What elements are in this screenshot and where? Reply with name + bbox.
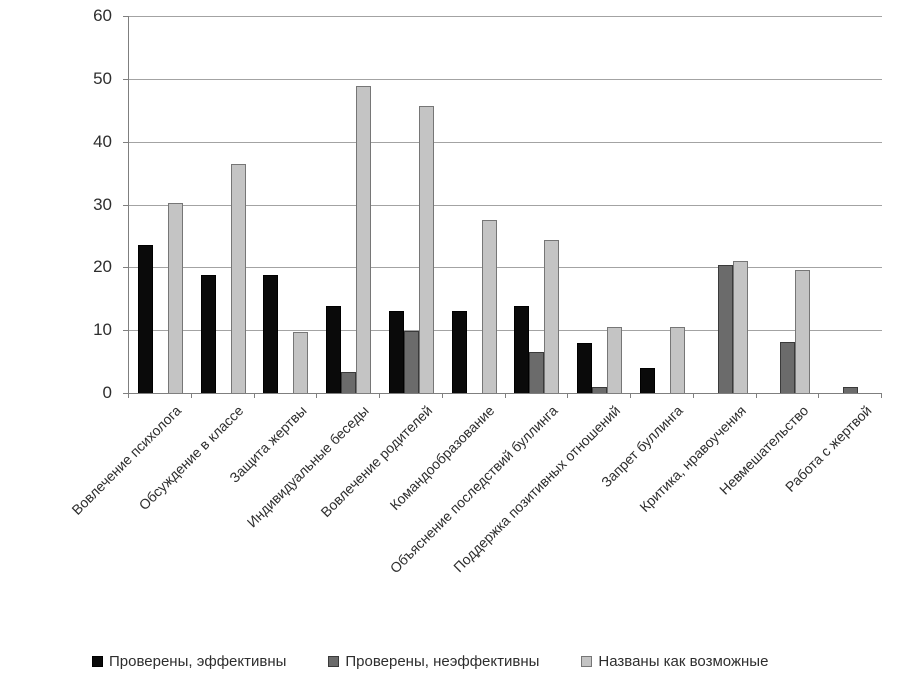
x-axis-label: Обсуждение в классе (135, 402, 247, 514)
x-axis-label: Командообразование (386, 402, 498, 514)
bar-group (380, 16, 443, 393)
gridline (129, 267, 882, 269)
bar-9 (639, 367, 655, 393)
y-axis-label: 20 (93, 257, 112, 277)
y-axis-label: 0 (102, 383, 112, 402)
bar-5 (403, 331, 419, 393)
bar-9 (669, 327, 685, 393)
legend-item: Названы как возможные (581, 653, 768, 670)
y-axis-label: 40 (93, 131, 112, 151)
gridline (129, 141, 882, 143)
x-axis-tick (128, 394, 129, 398)
bar-7 (544, 239, 560, 393)
y-axis-tick (123, 78, 128, 80)
gridline (129, 16, 882, 17)
legend-label: Проверены, неэффективны (345, 653, 540, 670)
bar-3 (263, 274, 279, 393)
bar-group (819, 16, 882, 393)
bar-10 (717, 265, 733, 393)
y-axis-tick (123, 330, 128, 332)
y-axis-label: 10 (93, 320, 112, 340)
x-axis-tick (379, 394, 380, 398)
bar-group (317, 16, 380, 393)
gridline (129, 78, 882, 80)
x-axis-tick (190, 394, 192, 398)
bar-7 (529, 352, 545, 393)
bar-group (506, 16, 569, 393)
x-axis-tick (881, 394, 882, 398)
x-axis-tick (253, 394, 255, 398)
bar-1 (167, 202, 183, 393)
y-axis-tick (123, 141, 128, 143)
x-axis-label: Критика, нравоучения (636, 402, 749, 516)
bar-5 (418, 106, 434, 393)
bar-3 (293, 332, 309, 393)
x-axis-tick (316, 394, 318, 398)
bar-8 (577, 342, 593, 393)
x-axis-tick (504, 394, 506, 398)
y-axis-label: 30 (93, 194, 112, 214)
x-axis-tick (567, 394, 569, 398)
plot-area (128, 16, 882, 394)
bar-2 (230, 163, 246, 393)
bar-12 (843, 387, 859, 393)
legend-label: Названы как возможные (598, 653, 769, 670)
y-axis-tick (123, 204, 128, 206)
bar-group (631, 16, 694, 393)
x-axis-tick (630, 394, 631, 398)
bar-group (255, 16, 318, 393)
y-axis-label: 50 (93, 68, 112, 88)
bar-group (192, 16, 255, 393)
bar-group (129, 16, 192, 393)
legend-label: Проверены, эффективны (109, 653, 287, 670)
x-axis-tick (818, 394, 820, 398)
bar-group (443, 16, 506, 393)
x-axis-tick (755, 394, 757, 398)
bar-7 (514, 306, 530, 393)
bar-4 (356, 85, 372, 393)
bar-4 (326, 305, 342, 393)
gridline (129, 204, 882, 206)
x-axis-tick (441, 394, 443, 398)
bar-5 (388, 311, 404, 393)
legend-item: Проверены, неэффективны (328, 653, 539, 670)
y-axis-tick (123, 267, 128, 269)
legend: Проверены, эффективны Проверены, неэффект… (92, 653, 768, 670)
gridline (129, 330, 882, 332)
legend-swatch-icon (92, 656, 103, 667)
bar-8 (592, 387, 608, 393)
bar-10 (732, 261, 748, 393)
bar-group (694, 16, 757, 393)
bar-1 (137, 244, 153, 393)
bar-6 (451, 311, 467, 393)
bar-8 (607, 327, 623, 393)
bar-11 (795, 270, 811, 393)
legend-swatch-icon (328, 656, 340, 667)
bar-11 (780, 342, 796, 393)
bar-2 (200, 274, 216, 393)
x-axis-label: Вовлечение родителей (317, 402, 435, 521)
y-axis-tick (123, 393, 128, 394)
x-axis-label: Индивидуальные беседы (244, 402, 373, 531)
bar-6 (481, 219, 497, 393)
legend-swatch-icon (581, 656, 593, 667)
legend-item: Проверены, эффективны (92, 653, 286, 670)
bar-group (757, 16, 820, 393)
bars-container (129, 16, 882, 393)
y-axis-label: 60 (93, 6, 112, 25)
bar-4 (341, 372, 357, 393)
bar-group (568, 16, 631, 393)
x-axis-label: Вовлечение психолога (68, 402, 184, 518)
x-axis-tick (692, 394, 694, 398)
y-axis-tick (123, 16, 128, 17)
